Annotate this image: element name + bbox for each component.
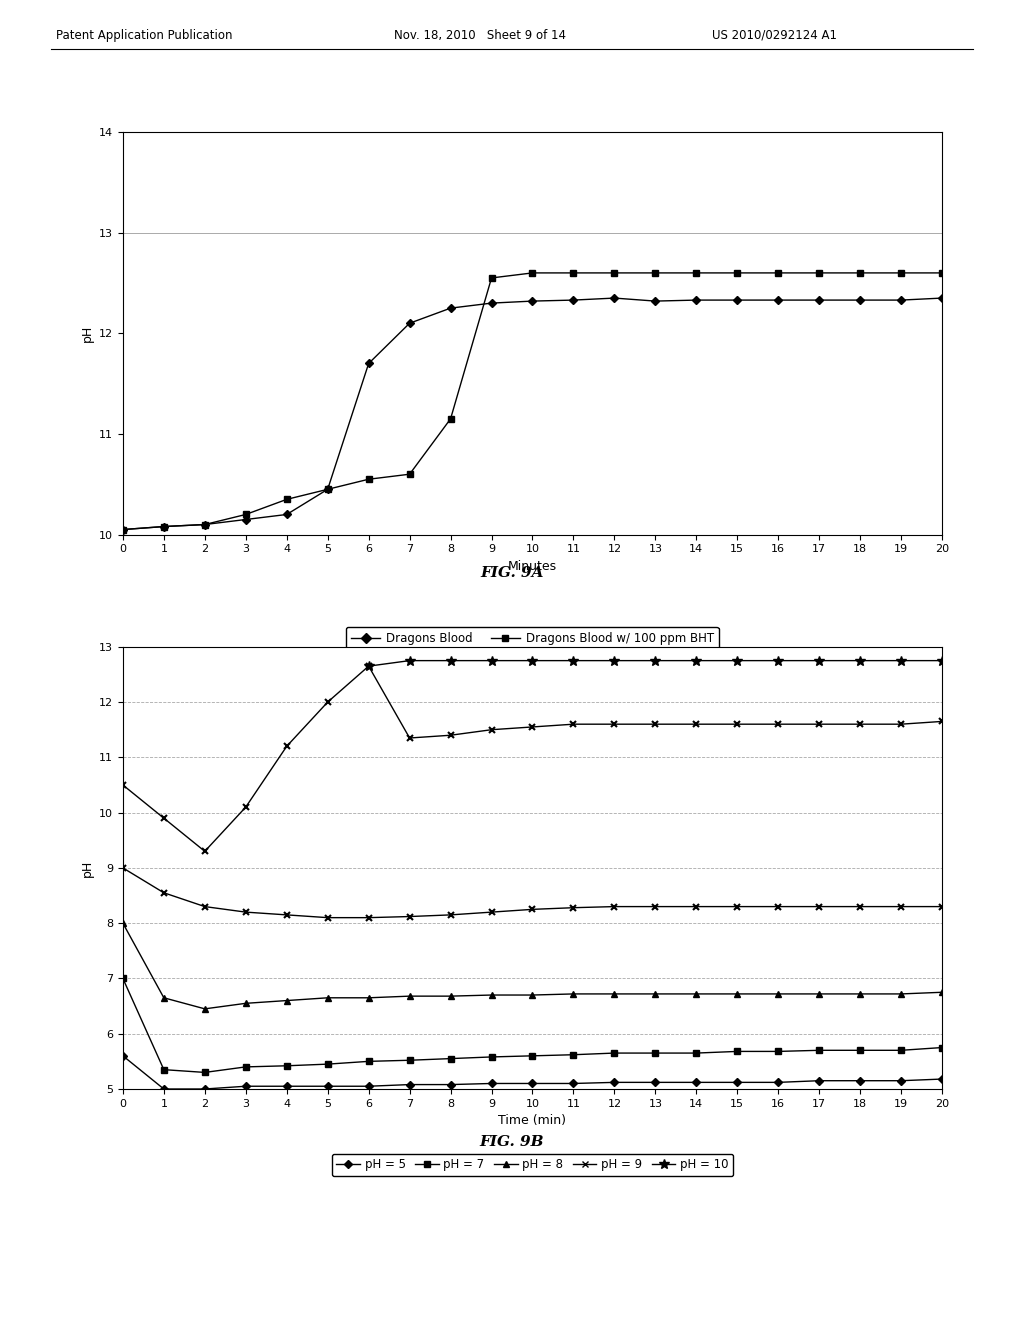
Text: FIG. 9A: FIG. 9A [480,566,544,579]
Text: Patent Application Publication: Patent Application Publication [56,29,232,42]
Text: Nov. 18, 2010   Sheet 9 of 14: Nov. 18, 2010 Sheet 9 of 14 [394,29,566,42]
Y-axis label: pH: pH [81,859,93,876]
Legend: pH = 5, pH = 7, pH = 8, pH = 9, pH = 10: pH = 5, pH = 7, pH = 8, pH = 9, pH = 10 [332,1154,733,1176]
Text: FIG. 9B: FIG. 9B [480,1135,544,1148]
Text: US 2010/0292124 A1: US 2010/0292124 A1 [712,29,837,42]
Legend: Dragons Blood, Dragons Blood w/ 100 ppm BHT: Dragons Blood, Dragons Blood w/ 100 ppm … [346,627,719,649]
X-axis label: Minutes: Minutes [508,560,557,573]
X-axis label: Time (min): Time (min) [499,1114,566,1127]
Y-axis label: pH: pH [81,325,93,342]
